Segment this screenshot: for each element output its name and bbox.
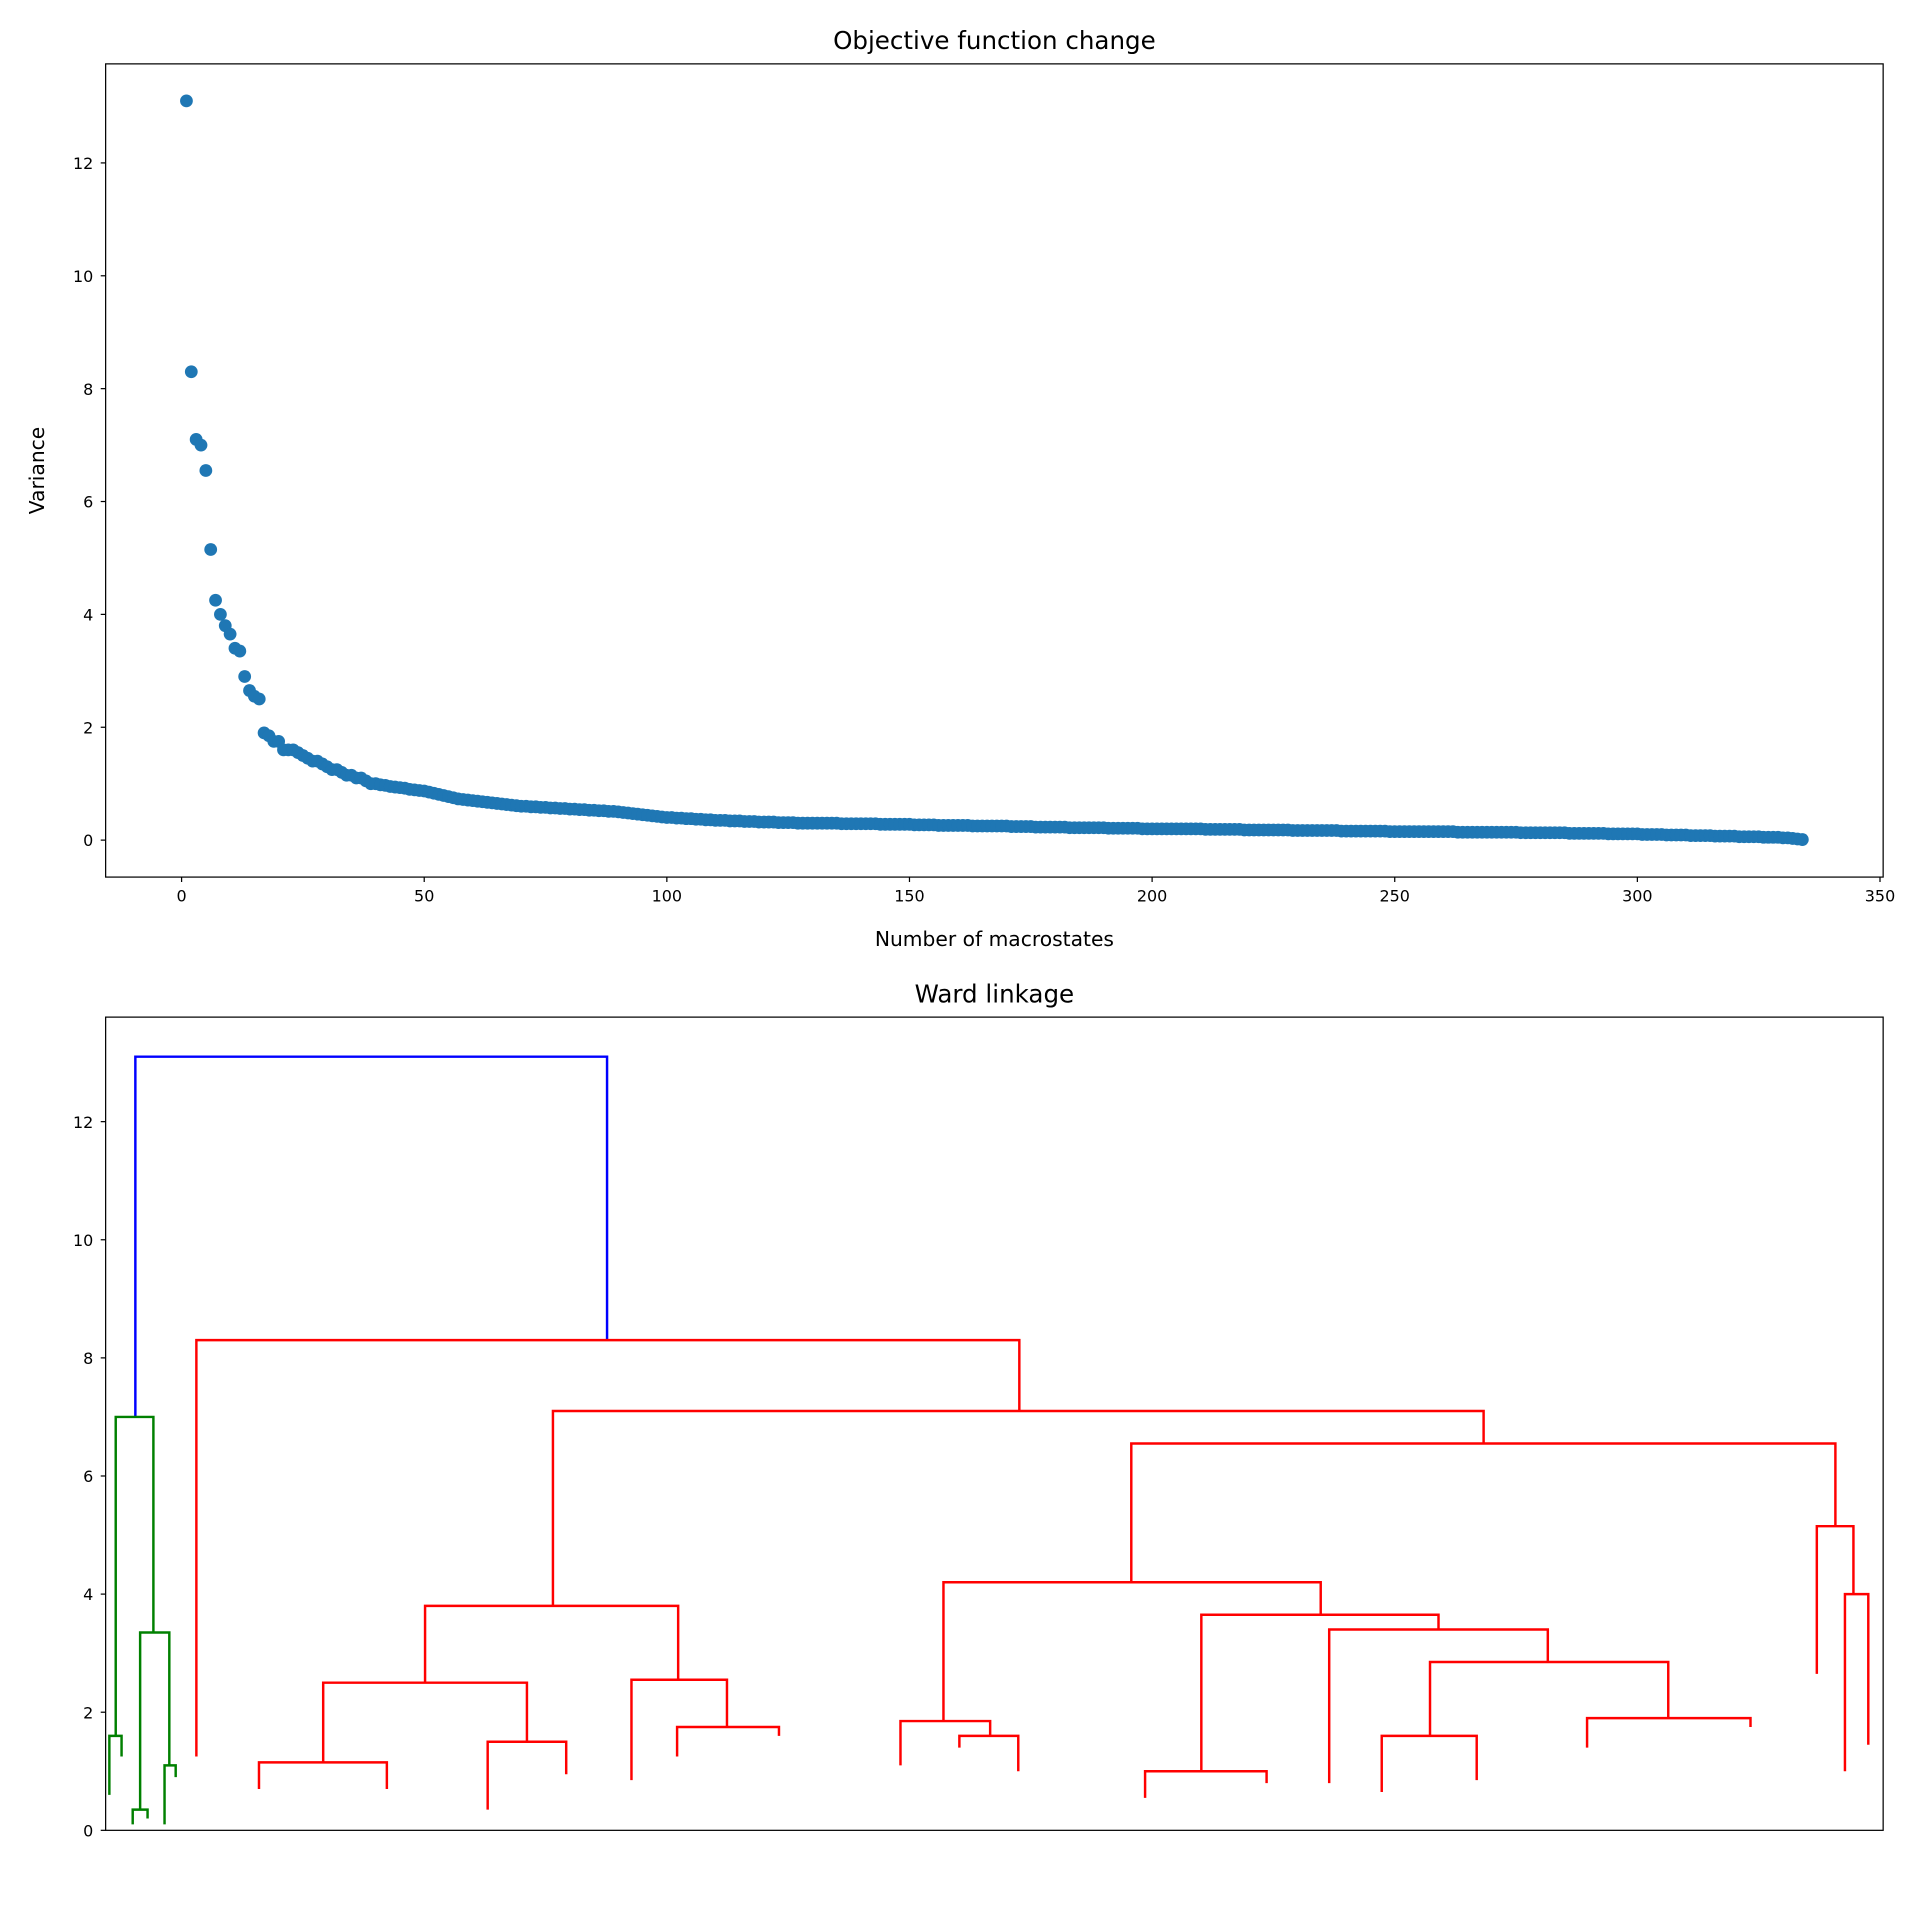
y-tick-label: 2 xyxy=(83,1703,93,1722)
y-tick-label: 0 xyxy=(83,1821,93,1840)
dendrogram-link xyxy=(1200,1613,1440,1772)
point xyxy=(223,627,237,641)
y-axis-label: Variance xyxy=(25,427,49,514)
dendrogram-link xyxy=(138,1631,171,1810)
dendrogram-link xyxy=(1585,1716,1752,1748)
axes-frame xyxy=(105,1016,1884,1831)
x-tick-label: 350 xyxy=(1865,887,1895,906)
dendrogram-link xyxy=(1843,1592,1870,1772)
dendrogram-link xyxy=(1380,1734,1478,1792)
y-tick-label: 10 xyxy=(73,267,93,286)
x-tick-label: 50 xyxy=(414,887,434,906)
dendrogram-link xyxy=(942,1581,1322,1722)
x-tick-label: 0 xyxy=(177,887,187,906)
dendrogram-link xyxy=(1143,1770,1268,1798)
point xyxy=(1795,833,1809,846)
point xyxy=(238,670,252,683)
dendrogram-link xyxy=(1130,1442,1837,1583)
chart-title: Ward linkage xyxy=(915,979,1075,1008)
dendrogram-link xyxy=(486,1740,568,1810)
point xyxy=(233,644,247,658)
y-tick-label: 6 xyxy=(83,1467,93,1486)
axes-frame xyxy=(105,63,1884,878)
y-tick-label: 12 xyxy=(73,154,93,173)
dendrogram-link xyxy=(551,1409,1485,1606)
dendrogram-link xyxy=(257,1761,389,1789)
dendrogram-link xyxy=(630,1678,729,1781)
point xyxy=(252,692,266,706)
dendrogram-link xyxy=(423,1604,680,1683)
dendrogram-link xyxy=(108,1734,123,1795)
y-tick-label: 12 xyxy=(73,1113,93,1132)
dendrogram-link xyxy=(1327,1628,1550,1784)
point xyxy=(199,464,213,477)
dendrogram-link xyxy=(163,1764,177,1825)
dendrogram-link xyxy=(321,1681,529,1763)
dendrogram-link xyxy=(195,1338,1021,1757)
y-tick-label: 8 xyxy=(83,380,93,399)
point xyxy=(180,94,193,108)
x-tick-label: 100 xyxy=(652,887,682,906)
x-axis-label: Number of macrostates xyxy=(875,927,1114,951)
dendrogram-link xyxy=(134,1055,609,1417)
x-tick-label: 250 xyxy=(1380,887,1410,906)
y-tick-label: 0 xyxy=(83,831,93,850)
dendrogram-link xyxy=(131,1808,149,1825)
chart-title: Objective function change xyxy=(833,26,1156,55)
y-tick-label: 10 xyxy=(73,1231,93,1250)
point xyxy=(184,365,198,379)
dendrogram-link xyxy=(899,1719,992,1766)
y-tick-label: 8 xyxy=(83,1349,93,1368)
x-tick-label: 150 xyxy=(894,887,924,906)
y-tick-label: 4 xyxy=(83,606,93,625)
x-tick-label: 200 xyxy=(1137,887,1167,906)
dendrogram-link xyxy=(114,1415,155,1736)
dendrogram-link xyxy=(1815,1524,1855,1674)
point xyxy=(209,593,222,607)
dendrogram-link xyxy=(675,1725,781,1757)
y-tick-label: 6 xyxy=(83,493,93,512)
y-tick-label: 4 xyxy=(83,1585,93,1604)
point xyxy=(214,607,227,621)
dendrogram-link xyxy=(1428,1660,1670,1736)
point xyxy=(204,543,218,556)
x-tick-label: 300 xyxy=(1622,887,1652,906)
y-tick-label: 2 xyxy=(83,718,93,737)
dendrogram-link xyxy=(958,1734,1020,1772)
point xyxy=(194,438,208,452)
